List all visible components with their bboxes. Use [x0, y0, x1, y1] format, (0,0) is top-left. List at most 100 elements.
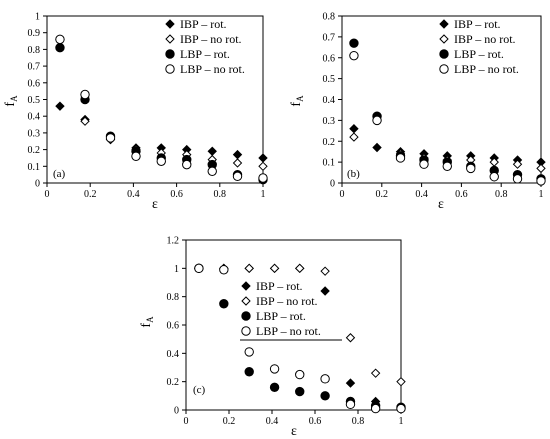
y-tick-label: 0 — [174, 406, 179, 417]
data-point — [55, 34, 65, 45]
series-4 — [194, 263, 406, 414]
legend-label: IBP – rot. — [454, 17, 501, 31]
legend-marker — [165, 49, 175, 59]
legend-label: LBP – no rot. — [256, 324, 321, 338]
data-point — [269, 263, 280, 274]
data-point — [320, 286, 330, 296]
legend-label: LBP – rot. — [256, 309, 306, 323]
data-point — [244, 263, 254, 274]
x-tick-label: 0 — [340, 189, 345, 200]
y-tick-label: 0.2 — [28, 145, 41, 156]
data-point — [395, 153, 406, 163]
x-tick-label: 0.8 — [495, 189, 508, 200]
y-tick-label: 0.4 — [167, 349, 180, 360]
data-point — [320, 374, 330, 384]
y-tick-label: 0.3 — [28, 128, 41, 139]
legend: IBP – rot.IBP – no rot.LBP – rot.LBP – n… — [165, 17, 245, 76]
y-tick-label: 0.9 — [28, 28, 41, 39]
data-point — [131, 151, 141, 161]
data-point — [349, 124, 359, 134]
y-axis-label-subscript: A — [295, 95, 305, 102]
x-tick-label: 0.2 — [376, 189, 389, 200]
x-tick-label: 0.4 — [127, 189, 140, 200]
data-point — [232, 171, 243, 182]
data-point — [349, 38, 359, 48]
data-point — [80, 89, 90, 100]
y-tick-label: 1 — [174, 264, 179, 275]
legend-label: IBP – rot. — [256, 279, 303, 293]
data-point — [320, 266, 330, 276]
y-tick-label: 0 — [35, 179, 40, 190]
legend-marker — [241, 311, 251, 321]
data-point — [396, 376, 406, 387]
data-point — [536, 163, 546, 174]
x-axis-label: ε — [438, 197, 444, 212]
y-axis-label: fA — [289, 95, 305, 107]
y-tick-label: 0.5 — [323, 74, 336, 85]
data-point — [370, 403, 381, 414]
chart-3: 0 0.2 0.4 0.6 0.8 1 0 0.2 0.4 0.6 0.8 1 1.2 ε fA (c) IBP… — [139, 236, 406, 439]
data-point — [232, 158, 243, 168]
y-tick-label: 0.4 — [323, 95, 336, 106]
y-axis-label: fA — [139, 316, 155, 328]
legend-marker — [241, 281, 251, 291]
y-tick-label: 1.2 — [167, 236, 180, 247]
data-point — [258, 153, 268, 163]
data-point — [269, 364, 280, 374]
x-tick-label: 0.6 — [170, 189, 183, 200]
data-point — [370, 368, 381, 378]
data-point — [295, 263, 305, 274]
y-tick-label: 0.5 — [28, 95, 41, 106]
y-tick-label: 1 — [35, 12, 40, 23]
y-tick-label: 0 — [330, 179, 335, 190]
legend-marker — [165, 64, 175, 74]
x-tick-label: 0 — [184, 416, 189, 427]
data-point — [349, 50, 359, 61]
data-point — [232, 149, 243, 160]
x-tick-label: 0.8 — [352, 416, 365, 427]
y-axis-label-subscript: A — [145, 316, 155, 323]
data-point — [442, 161, 452, 172]
data-point — [396, 403, 406, 414]
data-point — [295, 369, 305, 380]
y-tick-label: 0.8 — [167, 292, 180, 303]
legend-marker — [439, 19, 449, 29]
data-point — [320, 391, 330, 401]
y-tick-label: 0.6 — [28, 78, 41, 89]
series-4 — [349, 50, 546, 186]
x-tick-label: 0.2 — [223, 416, 236, 427]
legend-label: LBP – rot. — [180, 47, 230, 61]
y-tick-label: 0.2 — [323, 137, 336, 148]
y-axis-label: fA — [3, 95, 19, 107]
data-point — [219, 265, 229, 275]
legend-marker — [241, 326, 251, 336]
legend-label: IBP – no rot. — [180, 32, 242, 46]
legend-label: IBP – no rot. — [256, 294, 318, 308]
data-point — [258, 173, 268, 183]
x-axis-label: ε — [291, 424, 297, 439]
data-point — [512, 174, 523, 184]
chart-2: 0 0.2 0.4 0.6 0.8 1 0 0.1 0.2 0.3 0.4 0.5 0.6 0.7 0.8 ε… — [289, 12, 546, 212]
data-point — [258, 161, 268, 172]
x-tick-label: 0.4 — [266, 416, 279, 427]
y-tick-label: 0.7 — [28, 62, 41, 73]
data-point — [269, 382, 280, 393]
data-point — [349, 132, 359, 142]
legend-marker — [165, 34, 175, 44]
y-tick-label: 0.3 — [323, 116, 336, 127]
data-point — [207, 146, 217, 156]
panel-label: (c) — [193, 384, 206, 396]
panel-label: (a) — [53, 168, 66, 180]
data-point — [207, 166, 217, 177]
data-point — [55, 101, 65, 111]
legend: IBP – rot.IBP – no rot.LBP – rot.LBP – n… — [240, 279, 342, 341]
x-tick-label: 0 — [45, 189, 50, 200]
y-tick-label: 0.1 — [323, 158, 336, 169]
legend-marker — [439, 34, 449, 44]
x-tick-label: 0.6 — [309, 416, 322, 427]
legend-label: IBP – no rot. — [454, 32, 516, 46]
data-point — [345, 378, 356, 388]
legend-marker — [439, 64, 449, 74]
x-tick-label: 1 — [261, 189, 266, 200]
x-tick-label: 1 — [399, 416, 404, 427]
